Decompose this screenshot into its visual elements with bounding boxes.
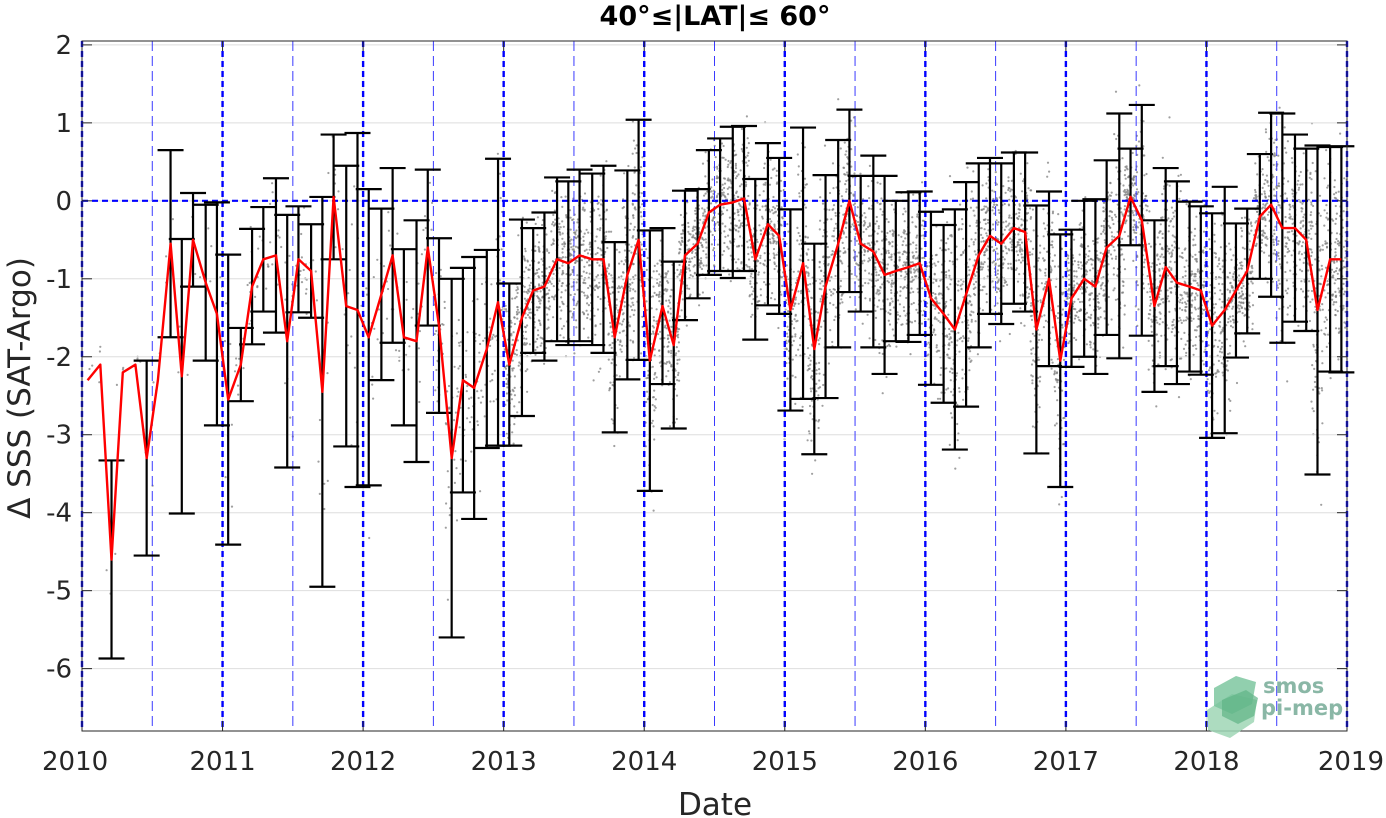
x-tick-label: 2011 [189,747,255,777]
x-tick-label: 2019 [1318,747,1384,777]
y-tick-label: 1 [55,109,72,139]
y-tick-label: 2 [55,31,72,61]
x-tick-label: 2015 [752,747,818,777]
logo-text-smos: smos [1263,674,1324,698]
mean-difference-line [86,195,1342,561]
x-tick-label: 2018 [1173,747,1239,777]
y-tick-label: -1 [46,265,72,295]
logo-graphic-icon [1207,676,1258,738]
x-tick-label: 2016 [892,747,958,777]
logo-text-pimep: pi-mep [1261,696,1343,720]
x-tick-label: 2010 [42,747,108,777]
x-tick-label: 2017 [1033,747,1099,777]
y-tick-label: 0 [55,187,72,217]
axes [81,40,1348,732]
mean-line [86,195,1342,561]
y-tick-label: -5 [46,577,72,607]
x-axis-title: Date [678,787,752,818]
x-tick-label: 2014 [611,747,677,777]
smos-pimep-logo: smos pi-mep [1207,674,1343,738]
y-tick-label: -2 [46,343,72,373]
y-axis-title: Δ SSS (SAT-Argo) [2,257,38,519]
tick-labels: 2010 2011 2012 2013 2014 2015 2016 2017 2018 2019… [42,31,1384,777]
y-tick-label: -6 [46,655,72,685]
axes-box [81,40,1348,732]
y-tick-label: -3 [46,421,72,451]
y-tick-label: -4 [46,499,72,529]
chart-title: 40°≤|LAT|≤ 60° [600,1,831,32]
x-tick-label: 2013 [471,747,537,777]
x-tick-label: 2012 [330,747,396,777]
